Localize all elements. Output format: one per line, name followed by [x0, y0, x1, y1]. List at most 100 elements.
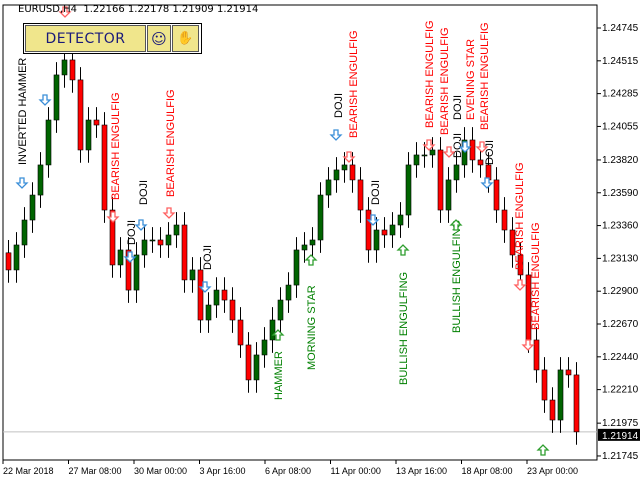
candle-body [69, 59, 76, 81]
candle-body [37, 164, 44, 196]
candle-body [453, 164, 460, 181]
pattern-label: DOJI [333, 93, 345, 118]
arrow-up-icon [449, 219, 463, 231]
candle-body [5, 252, 12, 271]
current-price-badge [598, 428, 640, 441]
y-tick-label: 1.22440 [602, 352, 639, 363]
arrow-up-icon [304, 254, 318, 266]
candle-body [509, 229, 516, 256]
arrow-down-icon [38, 94, 52, 106]
candle-body [261, 339, 268, 356]
pattern-label: DOJI [452, 95, 464, 120]
candle-body [517, 254, 524, 276]
arrow-down-icon [329, 129, 343, 141]
candle-body [493, 179, 500, 211]
candle-body [541, 369, 548, 401]
candle-body [85, 119, 92, 151]
candle-body [477, 159, 484, 166]
pattern-label: BEARISH ENGULFIG [514, 162, 526, 270]
arrow-down-icon [513, 279, 527, 291]
candle-body [277, 299, 284, 321]
candle-body [301, 244, 308, 251]
candle-body [29, 194, 36, 221]
pattern-label: INVERTED HAMMER [17, 58, 29, 165]
y-tick-label: 1.22670 [602, 319, 639, 330]
candle-body [173, 224, 180, 236]
pattern-label: DOJI [138, 180, 150, 205]
ohlc-readout: 1.22166 1.22178 1.21909 1.21914 [83, 4, 259, 15]
arrow-down-icon [475, 141, 489, 153]
candle-body [269, 319, 276, 341]
pattern-label: BULLISH ENGULFING [398, 272, 410, 385]
y-tick-label: 1.24515 [602, 56, 639, 67]
candle-body [93, 119, 100, 126]
candle-body [149, 239, 156, 242]
y-tick-label: 1.24745 [602, 23, 639, 34]
candle-body [165, 234, 172, 246]
candle-body [77, 79, 84, 151]
arrow-down-icon [198, 281, 212, 293]
candle-body [349, 164, 356, 181]
arrow-down-icon [442, 146, 456, 158]
candle-body [141, 239, 148, 256]
x-tick-label: 30 Mar 00:00 [134, 466, 187, 476]
arrow-down-icon [458, 141, 472, 153]
candle-body [405, 164, 412, 216]
candle-body [389, 224, 396, 236]
candle-body [205, 304, 212, 321]
candle-body [333, 169, 340, 181]
y-tick-label: 1.23360 [602, 221, 639, 232]
candle-body [501, 209, 508, 231]
candle-body [341, 164, 348, 171]
x-tick-label: 11 Apr 00:00 [331, 466, 381, 476]
pattern-label: BEARISH ENGULFIG [424, 20, 436, 128]
pattern-label: BEARISH ENGULFIG [479, 22, 491, 130]
candle-body [565, 369, 572, 376]
x-tick-label: 3 Apr 16:00 [200, 466, 246, 476]
arrow-up-icon [271, 329, 285, 341]
candle-body [421, 154, 428, 157]
pattern-label: BEARISH ENGULFIG [348, 30, 360, 138]
candle-body [117, 249, 124, 266]
pattern-label: DOJI [452, 133, 464, 158]
pattern-label: EVENING STAR [465, 39, 477, 120]
candle-body [237, 319, 244, 346]
current-price-label: 1.21914 [602, 431, 639, 442]
candle-body [53, 74, 60, 121]
candle-body [533, 339, 540, 371]
smiley-icon[interactable]: ☺ [147, 25, 171, 52]
candle-body [413, 154, 420, 166]
arrow-up-icon [396, 244, 410, 256]
pattern-label: BEARISH ENGULFIG [530, 222, 542, 330]
y-tick-label: 1.21975 [602, 418, 639, 429]
candle-body [133, 254, 140, 291]
y-tick-label: 1.23130 [602, 253, 639, 264]
arrow-down-icon [134, 219, 148, 231]
x-tick-label: 22 Mar 2018 [3, 466, 54, 476]
pattern-label: DOJI [202, 245, 214, 270]
candle-body [293, 249, 300, 286]
hand-icon[interactable]: ✋ [172, 25, 199, 52]
candle-body [317, 194, 324, 241]
pattern-label: BEARISH ENGULFIG [439, 27, 451, 135]
arrow-down-icon [480, 177, 494, 189]
pattern-label: MORNING STAR [306, 285, 318, 370]
pattern-label: HAMMER [273, 351, 285, 400]
detector-button[interactable]: DETECTOR [25, 25, 146, 52]
y-tick-label: 1.24055 [602, 121, 639, 132]
candle-body [285, 284, 292, 301]
candle-body [373, 229, 380, 251]
pattern-label: DOJI [126, 220, 138, 245]
candle-body [357, 179, 364, 211]
pattern-label: BEARISH ENGULFIG [165, 89, 177, 197]
candle-body [101, 124, 108, 211]
candle-body [21, 219, 28, 246]
y-tick-label: 1.23820 [602, 155, 639, 166]
arrow-up-icon [536, 444, 550, 456]
y-tick-label: 1.23590 [602, 188, 639, 199]
x-tick-label: 27 Mar 08:00 [69, 466, 122, 476]
candle-body [469, 139, 476, 161]
arrow-down-icon [162, 207, 176, 219]
plot-border [2, 4, 598, 461]
